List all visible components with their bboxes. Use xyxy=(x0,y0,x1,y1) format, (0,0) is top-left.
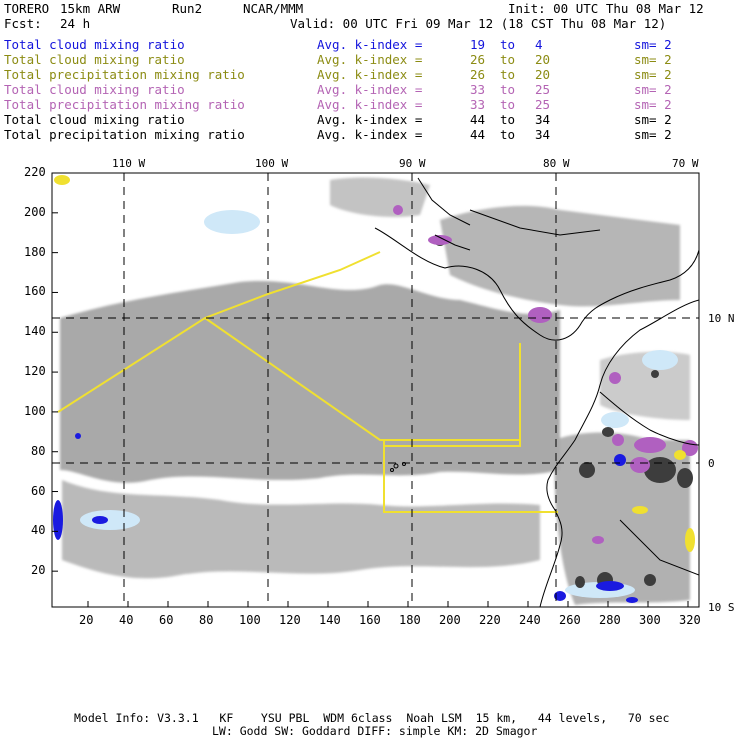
legend-field: Total precipitation mixing ratio xyxy=(4,97,245,112)
legend-index-label: Avg. k-index = xyxy=(317,82,423,97)
legend-sm-value: sm= 2 xyxy=(634,112,672,127)
init-time: Init: 00 UTC Thu 08 Mar 12 xyxy=(508,1,704,16)
x-tick-label: 40 xyxy=(119,613,134,627)
plot-frame xyxy=(51,172,700,608)
legend-index-label: Avg. k-index = xyxy=(317,112,423,127)
x-tick-label: 200 xyxy=(439,613,461,627)
x-tick-label: 60 xyxy=(159,613,174,627)
x-tick-label: 100 xyxy=(239,613,261,627)
yellow-cloud xyxy=(54,175,695,552)
legend-index-label: Avg. k-index = xyxy=(317,37,423,52)
longitude-label: 110 W xyxy=(112,157,146,170)
y-tick-label: 60 xyxy=(31,483,46,498)
legend-field: Total precipitation mixing ratio xyxy=(4,127,245,142)
longitude-label: 100 W xyxy=(255,157,289,170)
legend-to-value: 20 xyxy=(535,52,551,67)
y-tick-label: 100 xyxy=(24,403,46,418)
dark-cloud-cells xyxy=(435,238,693,588)
legend-to-value: 34 xyxy=(535,112,551,127)
legend-sm-value: sm= 2 xyxy=(634,82,672,97)
cloud-field xyxy=(52,173,699,607)
y-tick-label: 80 xyxy=(31,443,46,458)
x-tick-label: 80 xyxy=(199,613,214,627)
legend-to-word: to xyxy=(500,67,516,82)
y-tick-label: 120 xyxy=(24,364,46,379)
x-tick-label: 300 xyxy=(639,613,661,627)
x-tick-label: 240 xyxy=(519,613,541,627)
legend-sm-value: sm= 2 xyxy=(634,67,672,82)
legend-from-value: 33 xyxy=(470,82,486,97)
y-tick-label: 160 xyxy=(24,284,46,299)
axis-ticks xyxy=(52,172,689,607)
forecast-hours: 24 h xyxy=(60,16,91,31)
legend-index-label: Avg. k-index = xyxy=(317,67,423,82)
latitude-label: 0 xyxy=(708,457,715,470)
x-tick-label: 140 xyxy=(319,613,341,627)
legend-to-word: to xyxy=(500,97,516,112)
y-tick-label: 220 xyxy=(24,165,46,179)
legend-to-word: to xyxy=(500,37,516,52)
forecast-label: Fcst: xyxy=(4,16,42,31)
run-label: Run2 xyxy=(172,1,203,16)
legend-index-label: Avg. k-index = xyxy=(317,127,423,142)
legend-to-word: to xyxy=(500,82,516,97)
x-tick-label: 20 xyxy=(79,613,94,627)
x-tick-label: 320 xyxy=(679,613,701,627)
latitude-label: 10 S xyxy=(708,601,735,614)
x-tick-label: 220 xyxy=(479,613,501,627)
longitude-label: 90 W xyxy=(399,157,426,170)
legend-field: Total cloud mixing ratio xyxy=(4,52,185,67)
legend-index-label: Avg. k-index = xyxy=(317,97,423,112)
y-tick-label: 180 xyxy=(24,244,46,259)
yellow-boundaries xyxy=(57,251,558,513)
y-tick-label: 200 xyxy=(24,204,46,219)
legend-to-word: to xyxy=(500,112,516,127)
y-tick-label: 140 xyxy=(24,324,46,339)
latitude-label: 10 N xyxy=(708,312,735,325)
legend-field: Total precipitation mixing ratio xyxy=(4,67,245,82)
legend-sm-value: sm= 2 xyxy=(634,37,672,52)
legend-to-value: 20 xyxy=(535,67,551,82)
legend-to-word: to xyxy=(500,52,516,67)
model-name: TORERO xyxy=(4,1,50,16)
legend-from-value: 44 xyxy=(470,112,486,127)
legend-to-word: to xyxy=(500,127,516,142)
y-tick-label: 40 xyxy=(31,523,46,538)
legend-from-value: 33 xyxy=(470,97,486,112)
legend-sm-value: sm= 2 xyxy=(634,52,672,67)
x-tick-label: 260 xyxy=(559,613,581,627)
legend-field: Total cloud mixing ratio xyxy=(4,82,185,97)
legend-from-value: 26 xyxy=(470,52,486,67)
legend-from-value: 26 xyxy=(470,67,486,82)
coastlines xyxy=(374,177,699,607)
legend-to-value: 25 xyxy=(535,82,551,97)
legend-to-value: 25 xyxy=(535,97,551,112)
legend-to-value: 4 xyxy=(535,37,543,52)
physics-info-line: LW: Godd SW: Goddard DIFF: simple KM: 2D… xyxy=(212,724,538,738)
legend-sm-value: sm= 2 xyxy=(634,127,672,142)
purple-cloud xyxy=(393,205,698,544)
model-info-line: Model Info: V3.3.1 KF YSU PBL WDM 6class… xyxy=(74,711,670,725)
valid-time: Valid: 00 UTC Fri 09 Mar 12 (18 CST Thu … xyxy=(290,16,667,31)
legend-from-value: 19 xyxy=(470,37,486,52)
y-tick-label: 20 xyxy=(31,563,46,578)
model-resolution: 15km ARW xyxy=(60,1,121,16)
legend-sm-value: sm= 2 xyxy=(634,97,672,112)
legend-field: Total cloud mixing ratio xyxy=(4,112,185,127)
x-tick-label: 180 xyxy=(399,613,421,627)
legend-from-value: 44 xyxy=(470,127,486,142)
x-tick-label: 280 xyxy=(599,613,621,627)
x-tick-label: 160 xyxy=(359,613,381,627)
legend-index-label: Avg. k-index = xyxy=(317,52,423,67)
legend-to-value: 34 xyxy=(535,127,551,142)
legend-field: Total cloud mixing ratio xyxy=(4,37,185,52)
lat-lon-grid xyxy=(52,173,699,607)
org-label: NCAR/MMM xyxy=(243,1,304,16)
longitude-label: 70 W xyxy=(672,157,699,170)
longitude-label: 80 W xyxy=(543,157,570,170)
x-tick-label: 120 xyxy=(279,613,301,627)
